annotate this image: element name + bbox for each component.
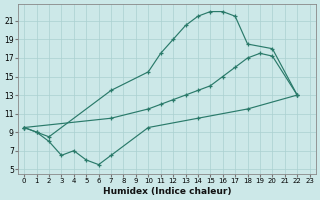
X-axis label: Humidex (Indice chaleur): Humidex (Indice chaleur) xyxy=(103,187,231,196)
